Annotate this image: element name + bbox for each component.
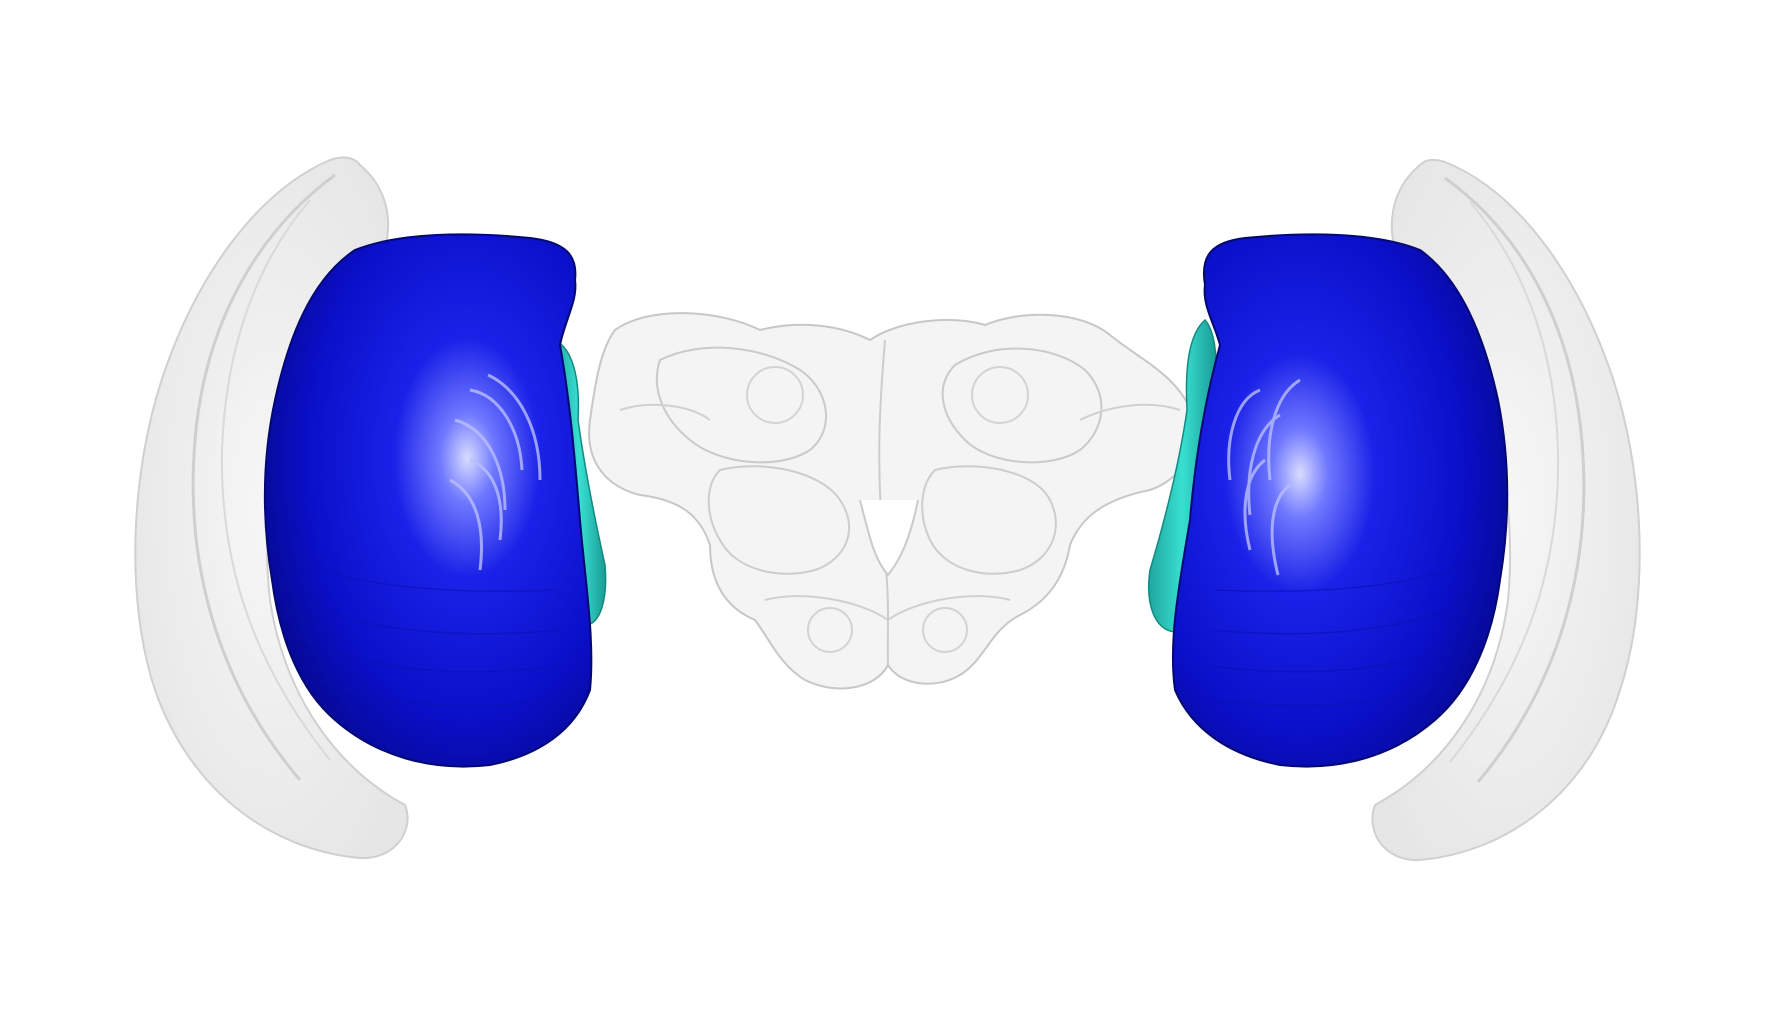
blue-lobe-right: [1171, 233, 1509, 768]
central-brain: [588, 312, 1197, 690]
blue-lobe-left: [263, 233, 593, 768]
